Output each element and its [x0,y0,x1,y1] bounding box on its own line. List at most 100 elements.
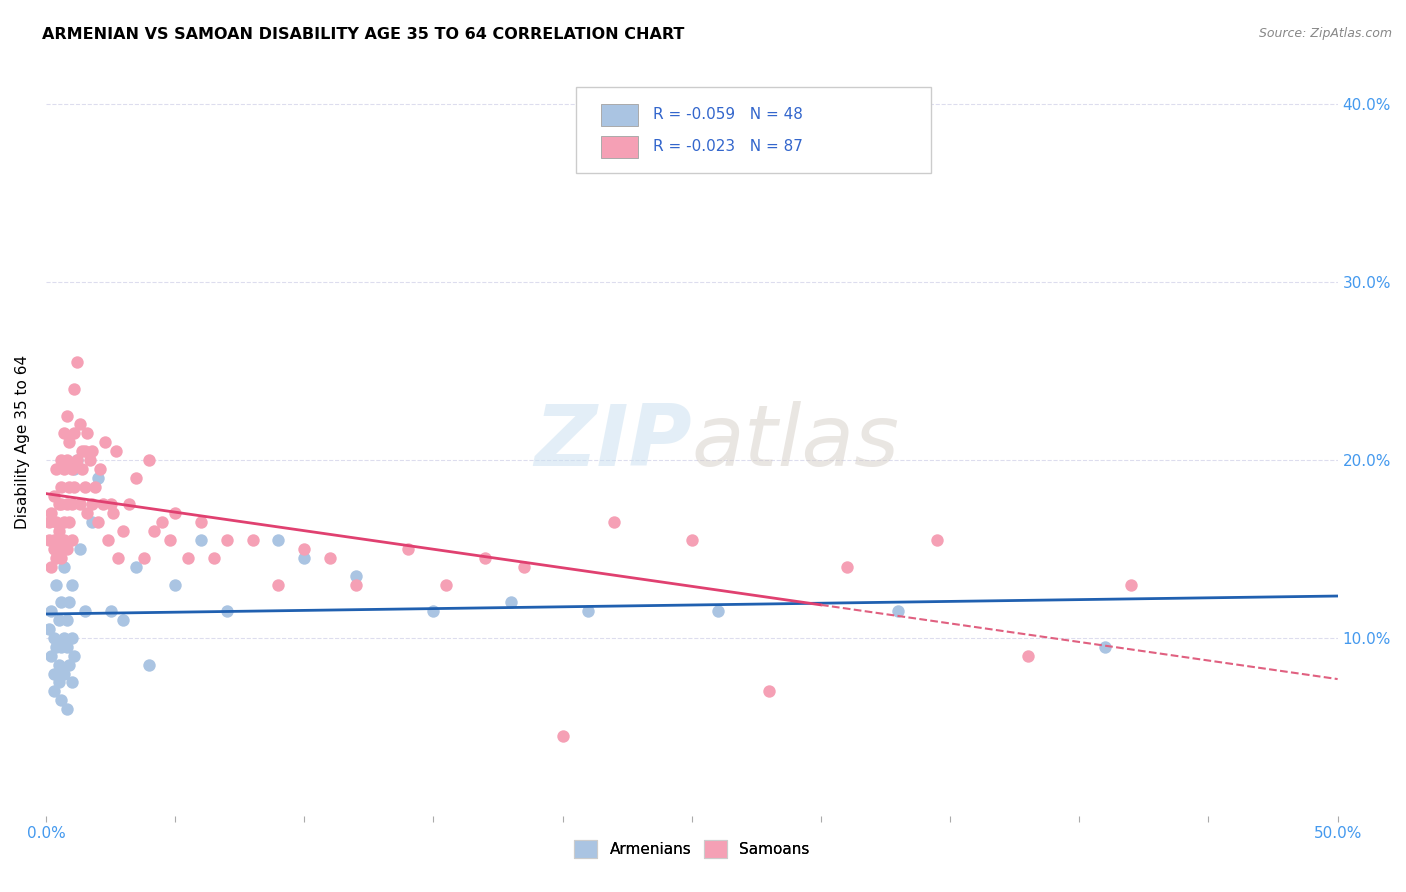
Point [242,533,264,547]
Point [165,577,187,591]
Point [60,577,83,591]
Point [58,657,80,672]
Point [48,657,70,672]
Point [38,516,60,530]
Text: R = -0.023   N = 87: R = -0.023 N = 87 [652,139,803,154]
Point [55,409,77,423]
Point [551,729,574,743]
Point [42,541,65,556]
Point [138,657,160,672]
Point [887,604,910,618]
Point [51,640,73,654]
Point [150,516,173,530]
Point [39,559,62,574]
Point [143,524,166,538]
Point [292,550,315,565]
Point [603,516,626,530]
Point [177,550,200,565]
Point [48,524,70,538]
Point [42,631,65,645]
Point [53,426,76,441]
Point [60,533,83,547]
Point [51,480,73,494]
Point [86,516,108,530]
Point [165,507,187,521]
Point [125,471,148,485]
Point [125,559,148,574]
Point [53,631,76,645]
Point [58,516,80,530]
Point [53,462,76,476]
Point [38,533,60,547]
Point [55,702,77,716]
Point [51,453,73,467]
Point [190,533,212,547]
Point [82,444,104,458]
Point [73,480,96,494]
Point [73,444,96,458]
Point [706,604,728,618]
Point [45,550,67,565]
Text: ZIP: ZIP [534,401,692,483]
Text: Source: ZipAtlas.com: Source: ZipAtlas.com [1258,27,1392,40]
FancyBboxPatch shape [602,136,637,158]
Point [48,498,70,512]
Point [112,613,135,627]
Point [138,453,160,467]
Point [53,666,76,681]
Point [69,498,91,512]
Point [42,684,65,698]
Point [38,622,60,636]
Point [42,489,65,503]
Point [344,577,367,591]
Point [117,498,139,512]
Point [66,355,89,369]
Point [82,516,104,530]
Point [45,640,67,654]
FancyBboxPatch shape [602,103,637,126]
Point [48,541,70,556]
Point [267,533,290,547]
Point [45,462,67,476]
Point [159,533,181,547]
Point [55,453,77,467]
Point [63,480,86,494]
Point [513,559,536,574]
Point [51,550,73,565]
Point [63,426,86,441]
Point [474,550,496,565]
Point [76,426,98,441]
Point [60,462,83,476]
Point [58,480,80,494]
Point [55,541,77,556]
Point [55,498,77,512]
Point [69,541,91,556]
Point [66,453,89,467]
Point [202,550,225,565]
Point [101,507,124,521]
Point [681,533,703,547]
Point [190,516,212,530]
Point [60,631,83,645]
Point [91,498,114,512]
Point [69,417,91,432]
Point [100,498,122,512]
Point [58,435,80,450]
Point [396,541,419,556]
Point [319,550,342,565]
Point [104,444,127,458]
Point [70,444,93,458]
Point [79,453,101,467]
Point [134,550,156,565]
Point [422,604,444,618]
Point [55,640,77,654]
Point [434,577,457,591]
Legend: Armenians, Samoans: Armenians, Samoans [568,833,815,864]
Point [73,604,96,618]
Point [58,595,80,609]
Point [39,507,62,521]
Point [63,462,86,476]
Point [86,471,108,485]
Point [48,613,70,627]
Point [292,541,315,556]
